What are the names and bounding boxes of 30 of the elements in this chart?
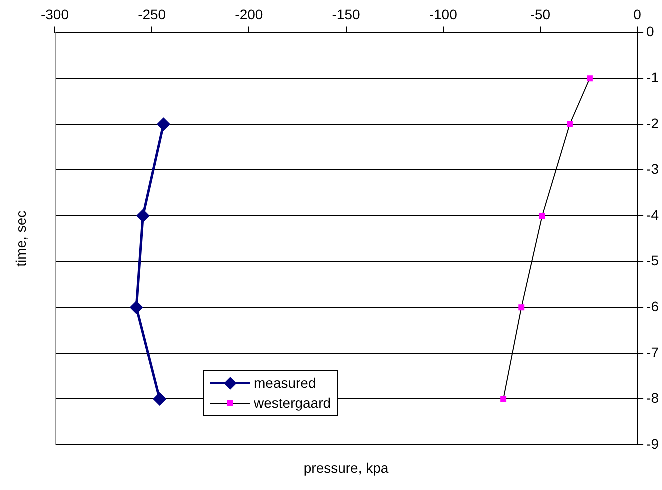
legend-label: westergaard xyxy=(254,395,332,411)
y-tick-label: -6 xyxy=(646,298,660,314)
point xyxy=(154,392,166,406)
x-tick-label: -300 xyxy=(40,6,70,22)
y-axis-title: time, sec xyxy=(12,210,29,267)
point xyxy=(587,76,593,82)
x-tick-label: -250 xyxy=(138,6,166,22)
x-tick-label: -100 xyxy=(429,6,458,22)
y-tick-label: -8 xyxy=(646,390,660,406)
y-tick-label: -5 xyxy=(646,252,660,269)
x-tick-label: 0 xyxy=(634,6,642,22)
y-tick-label: 0 xyxy=(646,24,655,40)
y-tick-label: -4 xyxy=(646,206,660,223)
legend-label: measured xyxy=(254,375,316,391)
y-tick-label: -1 xyxy=(646,69,660,86)
y-tick-label: -9 xyxy=(646,436,660,452)
x-tick-label: -50 xyxy=(530,6,551,22)
point xyxy=(539,213,546,219)
x-tick-label: -200 xyxy=(235,6,264,22)
point xyxy=(136,210,150,222)
y-tick-label: -7 xyxy=(646,344,660,360)
point xyxy=(130,301,143,314)
point xyxy=(567,121,573,128)
point xyxy=(500,396,507,402)
y-tick-label: -3 xyxy=(646,161,660,178)
x-tick-label: -150 xyxy=(332,6,360,22)
point xyxy=(518,304,525,311)
point xyxy=(157,118,170,131)
y-tick-label: -2 xyxy=(646,115,660,132)
x-axis-title: pressure, kpa xyxy=(304,460,389,476)
